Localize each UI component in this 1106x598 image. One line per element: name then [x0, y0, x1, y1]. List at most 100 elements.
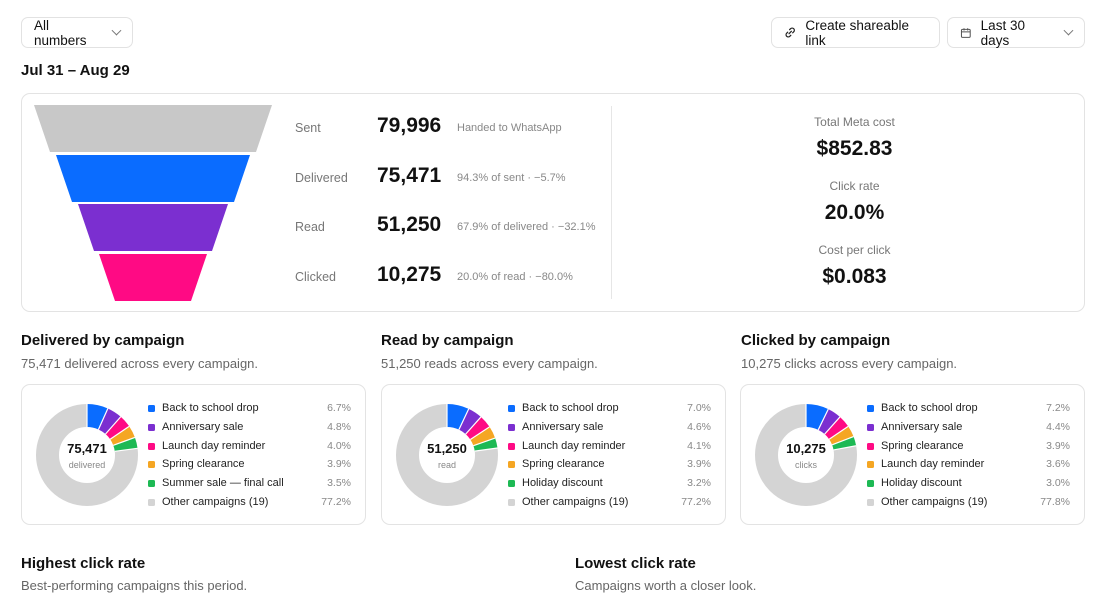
legend-item-percent: 3.9% — [687, 458, 711, 471]
read-donut-card: 51,250 read Back to school drop 7.0% Anniv… — [381, 384, 726, 525]
clicked-section-subtitle: 10,275 clicks across every campaign. — [741, 356, 958, 371]
legend-item: Anniversary sale 4.8% — [148, 421, 351, 440]
donut-center-value: 51,250 — [427, 441, 467, 456]
create-shareable-link-button[interactable]: Create shareable link — [771, 17, 940, 48]
legend-item-name: Other campaigns (19) — [881, 495, 988, 508]
donut-slice-separator — [109, 425, 130, 440]
donut-slice-separator — [113, 436, 136, 446]
donut-center-label: clicks — [795, 460, 817, 470]
legend-item-name: Summer sale — final call — [162, 477, 284, 490]
legend-item: Summer sale — final call 3.5% — [148, 477, 351, 496]
donut-center: 51,250 read — [396, 404, 498, 506]
legend-swatch — [148, 480, 155, 488]
legend-item-name: Anniversary sale — [522, 420, 604, 433]
donut-center-value: 75,471 — [67, 441, 107, 456]
funnel-row-delivered: Delivered 75,471 94.3% of sent · −5.7% — [295, 164, 615, 194]
clicked-donut-chart — [755, 404, 857, 506]
legend-swatch — [508, 442, 515, 450]
lowest-click-rate-title: Lowest click rate — [575, 555, 696, 572]
legend-swatch — [867, 405, 874, 412]
numbers-filter-label: All numbers — [34, 17, 87, 48]
funnel-card: Sent 79,996 Handed to WhatsApp Delivered… — [21, 93, 1085, 312]
legend-item-percent: 3.6% — [1046, 458, 1070, 471]
donut-slice-separator — [828, 425, 849, 440]
legend-item: Back to school drop 7.2% — [867, 402, 1070, 421]
metric-value: $852.83 — [816, 137, 893, 160]
legend-item-percent: 4.1% — [687, 439, 711, 452]
legend-item-name: Back to school drop — [881, 402, 978, 414]
donut-center: 75,471 delivered — [36, 404, 138, 506]
delivered-donut-card: 75,471 delivered Back to school drop 6.7%… — [21, 384, 366, 525]
legend-swatch — [867, 442, 874, 450]
calendar-icon — [960, 27, 971, 38]
funnel-row-sent: Sent 79,996 Handed to WhatsApp — [295, 114, 615, 144]
legend-item-name: Holiday discount — [522, 477, 603, 490]
donut-center: 10,275 clicks — [755, 404, 857, 506]
read-section-subtitle: 51,250 reads across every campaign. — [381, 356, 598, 371]
legend-item-percent: 4.4% — [1046, 420, 1070, 433]
legend-item-name: Anniversary sale — [162, 420, 244, 433]
funnel-row-label: Read — [295, 220, 325, 234]
legend-item-percent: 77.8% — [1040, 495, 1070, 508]
clicked-section-title: Clicked by campaign — [741, 332, 891, 349]
legend-swatch — [508, 461, 515, 469]
legend-item: Back to school drop 6.7% — [148, 402, 351, 421]
delivered-donut-chart — [36, 404, 138, 506]
legend-swatch — [148, 498, 155, 506]
share-label: Create shareable link — [805, 17, 909, 48]
legend-item-name: Launch day reminder — [881, 458, 985, 471]
funnel-row-clicked: Clicked 10,275 20.0% of read · −80.0% — [295, 263, 615, 293]
date-range-dropdown[interactable]: Last 30 days — [947, 17, 1085, 48]
legend-item-name: Holiday discount — [881, 477, 962, 490]
legend-swatch — [508, 423, 515, 431]
legend-item-name: Other campaigns (19) — [522, 495, 629, 508]
donut-slice-separator — [824, 416, 841, 435]
legend-item: Anniversary sale 4.6% — [508, 421, 711, 440]
donut-slice-separator — [473, 437, 496, 447]
legend-item-name: Back to school drop — [522, 402, 619, 414]
legend-item-name: Launch day reminder — [522, 439, 626, 452]
donut-center-value: 10,275 — [786, 441, 826, 456]
legend-item-name: Spring clearance — [522, 458, 605, 471]
funnel-row-read: Read 51,250 67.9% of delivered · −32.1% — [295, 213, 615, 243]
legend-swatch — [148, 405, 155, 412]
funnel-row-note: Handed to WhatsApp — [457, 122, 562, 134]
legend-item-name: Spring clearance — [881, 439, 964, 452]
funnel-row-note: 67.9% of delivered · −32.1% — [457, 221, 596, 233]
delivered-section-title: Delivered by campaign — [21, 332, 185, 349]
legend-item-percent: 7.0% — [687, 402, 711, 414]
metric-total-meta-cost: Total Meta cost $852.83 — [642, 115, 1067, 161]
funnel-row-value: 51,250 — [377, 213, 442, 236]
donut-slice-separator — [833, 445, 857, 451]
numbers-filter-dropdown[interactable]: All numbers — [21, 17, 133, 48]
legend-swatch — [148, 423, 155, 431]
legend-item: Holiday discount 3.2% — [508, 477, 711, 496]
funnel-stage-delivered — [56, 155, 250, 202]
funnel-stage-read — [78, 204, 228, 251]
funnel-stage-sent — [34, 105, 272, 152]
legend-swatch — [148, 461, 155, 469]
donut-center-label: read — [437, 460, 456, 470]
legend-swatch — [867, 498, 874, 506]
donut-slice-separator — [474, 447, 498, 452]
legend-swatch — [508, 480, 515, 488]
legend-item-percent: 77.2% — [681, 495, 711, 508]
donut-slice-separator — [97, 408, 109, 430]
donut-legend: Back to school drop 7.2% Anniversary sale 4… — [867, 402, 1070, 515]
funnel-stage-clicked — [99, 254, 207, 301]
funnel-chart — [34, 105, 272, 301]
chevron-down-icon — [1063, 25, 1074, 36]
legend-swatch — [148, 442, 155, 450]
legend-item: Spring clearance 3.9% — [148, 458, 351, 477]
donut-legend: Back to school drop 7.0% Anniversary sale 4… — [508, 402, 711, 515]
metric-value: 20.0% — [824, 201, 885, 224]
read-section-title: Read by campaign — [381, 332, 514, 349]
funnel-row-note: 20.0% of read · −80.0% — [457, 271, 573, 283]
legend-item: Launch day reminder 3.6% — [867, 458, 1070, 477]
donut-slice-separator — [817, 408, 829, 431]
legend-item-percent: 4.0% — [327, 439, 351, 452]
funnel-row-value: 10,275 — [377, 263, 442, 286]
metric-click-rate: Click rate 20.0% — [642, 179, 1067, 225]
donut-slice-separator — [458, 408, 470, 430]
metric-label: Total Meta cost — [814, 115, 895, 129]
